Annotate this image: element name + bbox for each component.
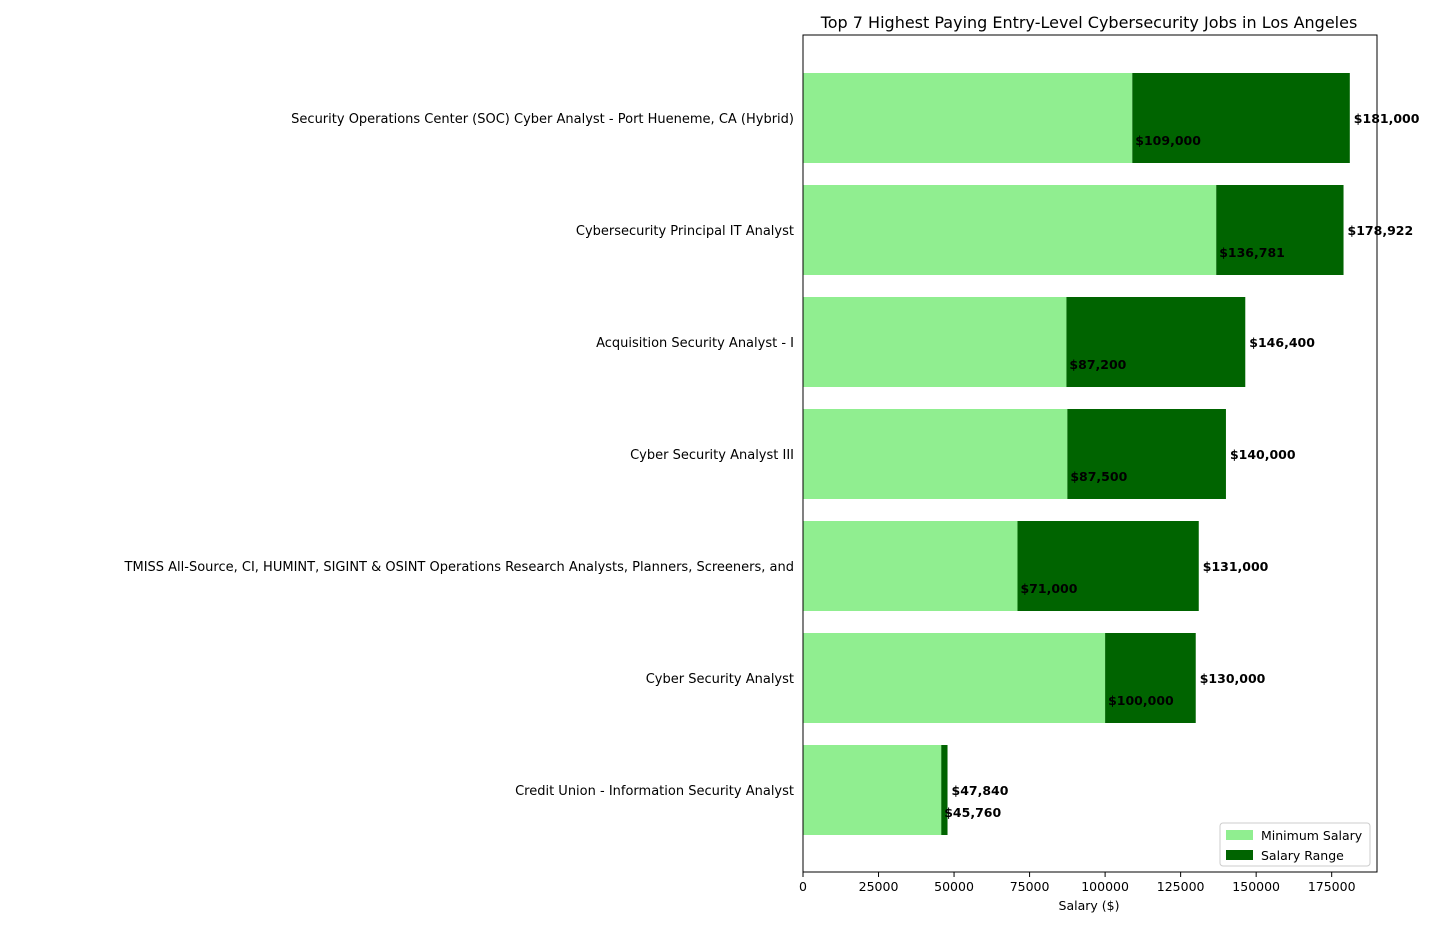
min-salary-label: $100,000 (1108, 693, 1174, 708)
category-label: Cybersecurity Principal IT Analyst (576, 224, 794, 239)
bar-salary-range (1105, 633, 1196, 723)
bar-min-salary (803, 73, 1133, 163)
x-tick-label: 50000 (934, 879, 974, 894)
chart-title: Top 7 Highest Paying Entry-Level Cyberse… (820, 13, 1358, 32)
bars-group (803, 73, 1350, 835)
bar-salary-range (1067, 409, 1226, 499)
data-labels: $181,000 $109,000 $178,922 $136,781 $146,400… (944, 111, 1420, 820)
legend-entry: Minimum Salary (1261, 828, 1363, 843)
max-salary-label: $47,840 (952, 783, 1009, 798)
category-label: Cyber Security Analyst III (630, 448, 794, 463)
x-axis-label: Salary ($) (1059, 898, 1120, 913)
x-axis: 0 25000 50000 75000 100000 125000 150000 175000 (799, 872, 1356, 894)
min-salary-label: $87,500 (1070, 469, 1127, 484)
x-tick-label: 25000 (859, 879, 899, 894)
x-tick-label: 175000 (1308, 879, 1356, 894)
bar-salary-range (1066, 297, 1246, 387)
legend-entry: Salary Range (1261, 848, 1344, 863)
max-salary-label: $131,000 (1203, 559, 1269, 574)
bar-salary-range (1017, 521, 1199, 611)
min-salary-label: $87,200 (1069, 357, 1126, 372)
category-label: TMISS All-Source, CI, HUMINT, SIGINT & O… (124, 560, 794, 575)
x-tick-label: 150000 (1232, 879, 1280, 894)
x-tick-label: 75000 (1010, 879, 1050, 894)
category-label: Acquisition Security Analyst - I (596, 336, 794, 351)
max-salary-label: $181,000 (1354, 111, 1420, 126)
min-salary-label: $136,781 (1219, 245, 1285, 260)
min-salary-label: $71,000 (1020, 581, 1077, 596)
category-label: Credit Union - Information Security Anal… (515, 784, 794, 799)
bar-min-salary (803, 521, 1018, 611)
bar-min-salary (803, 297, 1067, 387)
legend-swatch (1226, 850, 1253, 860)
max-salary-label: $130,000 (1200, 671, 1266, 686)
category-label: Cyber Security Analyst (646, 672, 794, 687)
bar-min-salary (803, 633, 1106, 723)
max-salary-label: $178,922 (1348, 223, 1414, 238)
bar-salary-range (1216, 185, 1344, 275)
bar-salary-range (941, 745, 948, 835)
min-salary-label: $45,760 (944, 805, 1001, 820)
x-tick-label: 0 (799, 879, 807, 894)
min-salary-label: $109,000 (1135, 133, 1201, 148)
category-labels: Security Operations Center (SOC) Cyber A… (124, 112, 794, 799)
bar-min-salary (803, 185, 1217, 275)
bar-min-salary (803, 745, 942, 835)
plot-frame (802, 34, 1378, 873)
bar-min-salary (803, 409, 1068, 499)
max-salary-label: $140,000 (1230, 447, 1296, 462)
legend: Minimum Salary Salary Range (1219, 822, 1371, 867)
x-tick-label: 125000 (1157, 879, 1205, 894)
category-label: Security Operations Center (SOC) Cyber A… (291, 112, 794, 127)
x-tick-label: 100000 (1081, 879, 1129, 894)
legend-swatch (1226, 830, 1253, 840)
bar-salary-range (1132, 73, 1350, 163)
legend-box (1219, 822, 1371, 867)
max-salary-label: $146,400 (1249, 335, 1315, 350)
